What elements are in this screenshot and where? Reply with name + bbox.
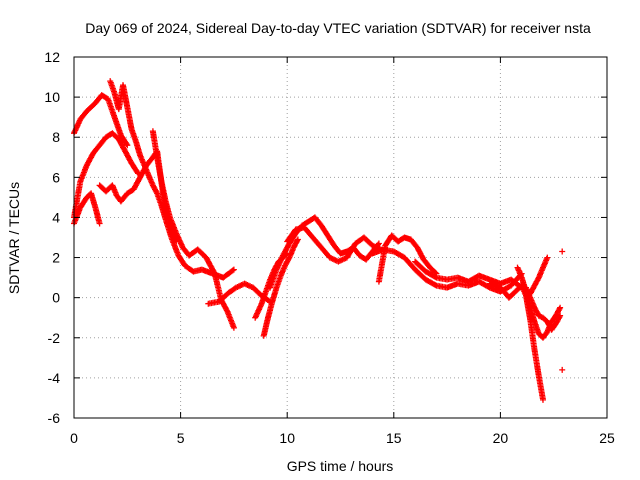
series-track-4	[107, 78, 237, 281]
chart-title: Day 069 of 2024, Sidereal Day-to-day VTE…	[85, 20, 591, 36]
series-track-17	[523, 284, 564, 333]
point-markers	[375, 232, 440, 285]
grid-lines	[74, 57, 607, 418]
series-track-18	[527, 254, 551, 297]
point-markers	[260, 236, 301, 339]
point-markers	[107, 78, 237, 281]
y-tick-label: 2	[52, 250, 60, 266]
series-track-13	[369, 246, 525, 295]
y-tick-label: 12	[44, 49, 60, 65]
x-tick-label: 20	[493, 430, 509, 446]
series-track-15	[486, 280, 546, 403]
y-axis-label: SDTVAR / TECUs	[6, 182, 22, 294]
x-tick-label: 10	[279, 430, 295, 446]
data-series	[71, 78, 566, 403]
point-markers	[523, 284, 564, 333]
series-track-11	[284, 224, 384, 265]
x-axis-label: GPS time / hours	[287, 458, 394, 474]
x-tick-label: 0	[70, 430, 78, 446]
y-tick-label: 0	[52, 290, 60, 306]
y-tick-label: 8	[52, 129, 60, 145]
point-markers	[486, 280, 546, 403]
series-track-9	[260, 236, 301, 339]
point-markers	[149, 128, 237, 331]
y-tick-label: -4	[48, 370, 61, 386]
point-markers	[527, 254, 551, 297]
x-tick-label: 15	[386, 430, 402, 446]
series-track-6	[149, 128, 237, 331]
point-markers	[412, 258, 525, 291]
x-tick-label: 25	[599, 430, 615, 446]
point-markers	[559, 248, 566, 373]
y-tick-label: 6	[52, 169, 60, 185]
x-tick-label: 5	[177, 430, 185, 446]
plot-frame	[73, 56, 608, 419]
y-tick-label: 10	[44, 89, 60, 105]
series-track-14	[412, 258, 525, 291]
point-markers	[369, 246, 525, 295]
series-track-19	[559, 248, 566, 373]
y-tick-label: -2	[48, 330, 61, 346]
y-tick-label: -6	[48, 410, 61, 426]
axis-ticks: 0 5 10 15 20 25 -6 -4 -2 0 2 4 6 8 10 12	[44, 49, 615, 446]
y-tick-label: 4	[52, 209, 60, 225]
point-markers	[284, 224, 384, 265]
series-track-12	[375, 232, 440, 285]
